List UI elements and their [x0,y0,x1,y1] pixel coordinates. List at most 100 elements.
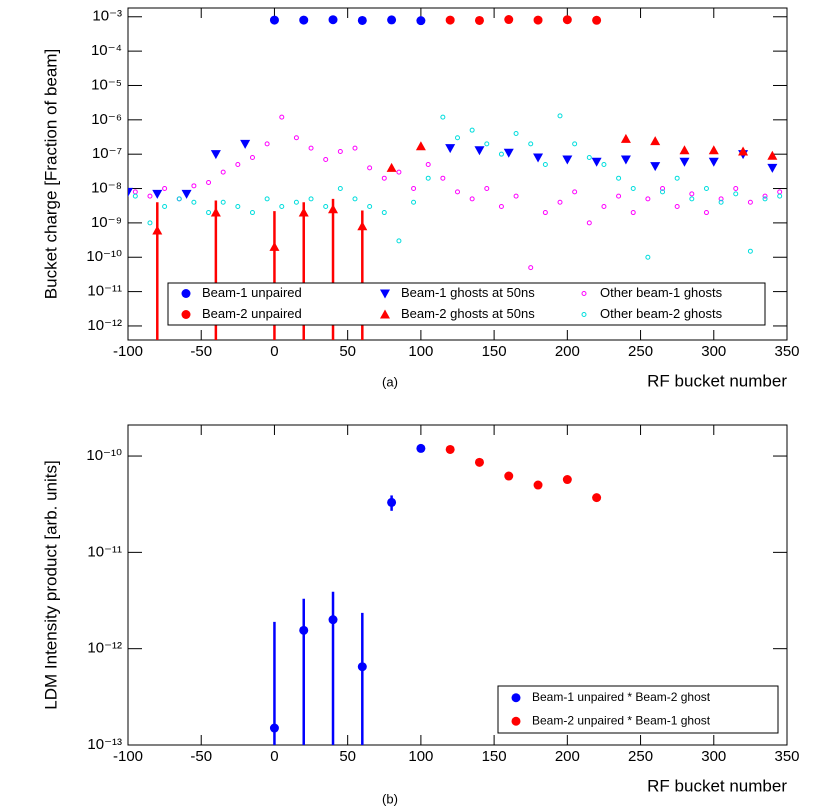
point [132,193,138,199]
point [469,127,475,133]
point [650,162,661,172]
point [528,265,534,271]
point [128,187,133,197]
point [176,196,182,202]
point [533,153,544,163]
point [455,135,460,141]
point [328,615,338,625]
point [191,199,197,205]
point [504,15,514,25]
y-tick-label: 10⁻⁴ [91,42,122,59]
point [484,186,490,192]
point [328,15,338,25]
point [264,196,270,202]
point [592,493,602,503]
point [147,220,153,226]
point [367,165,373,171]
point [357,662,367,672]
point [679,145,690,155]
x-tick-label: 200 [555,748,580,765]
point [703,186,709,192]
point [206,179,212,185]
point [387,497,397,507]
y-tick-label: 10⁻¹² [87,317,122,334]
point [586,155,592,161]
x-tick-label: -50 [190,748,212,765]
point [504,471,514,481]
point [416,16,426,26]
point [328,204,339,214]
point [381,210,387,216]
point [396,238,402,244]
point [645,254,651,260]
x-tick-label: 250 [628,343,653,360]
point [689,191,695,197]
point [445,444,455,454]
point [718,199,724,205]
point [357,15,367,25]
point [469,196,475,202]
point [557,199,563,205]
point [132,189,138,195]
data-layer [269,443,602,745]
plot-frame [127,424,788,746]
point [777,189,783,195]
point [689,196,695,202]
point [650,136,661,146]
point [249,155,255,161]
point [674,175,680,181]
point [191,183,197,189]
point [572,189,578,195]
point [181,289,191,298]
point [645,196,651,202]
x-tick-label: 150 [482,748,507,765]
x-tick-label: 300 [701,343,726,360]
point [767,150,778,160]
point [601,204,607,210]
y-axis-label: LDM Intensity product [arb. units] [41,460,60,709]
point [777,193,783,199]
point [425,175,431,181]
legend-box [497,685,779,734]
x-tick-label: 100 [408,343,433,360]
y-axis-label: Bucket charge [Fraction of beam] [41,49,60,299]
point [210,207,221,217]
point [415,141,426,151]
point [718,196,724,202]
point [747,199,753,205]
point [210,150,221,160]
point [513,193,519,199]
legend-label: Beam-2 ghosts at 50ns [401,306,535,321]
point [425,162,431,168]
data-layer [128,15,783,340]
point [455,189,460,195]
point [299,15,309,25]
point [269,241,280,251]
x-tick-label: 200 [555,343,580,360]
x-tick-label: -50 [190,343,212,360]
point [498,204,504,210]
legend-label: Beam-2 unpaired [202,306,302,321]
point [620,155,631,165]
legend-label: Other beam-2 ghosts [600,306,723,321]
point [264,141,270,147]
point [269,723,279,733]
y-tick-label: 10⁻¹⁰ [86,447,122,464]
point [380,309,390,319]
y-tick-label: 10⁻⁹ [91,214,122,231]
point [337,186,343,192]
point [474,146,485,156]
point [533,480,543,490]
x-tick-label: 350 [774,748,799,765]
point [220,169,226,175]
legend-label: Other beam-1 ghosts [600,285,723,300]
point [542,162,548,168]
point [279,204,285,210]
y-tick-label: 10⁻¹⁰ [86,248,122,265]
point [581,312,587,317]
point [386,162,397,172]
point [679,157,690,167]
point [601,162,607,168]
point [542,210,548,216]
point [708,157,719,167]
